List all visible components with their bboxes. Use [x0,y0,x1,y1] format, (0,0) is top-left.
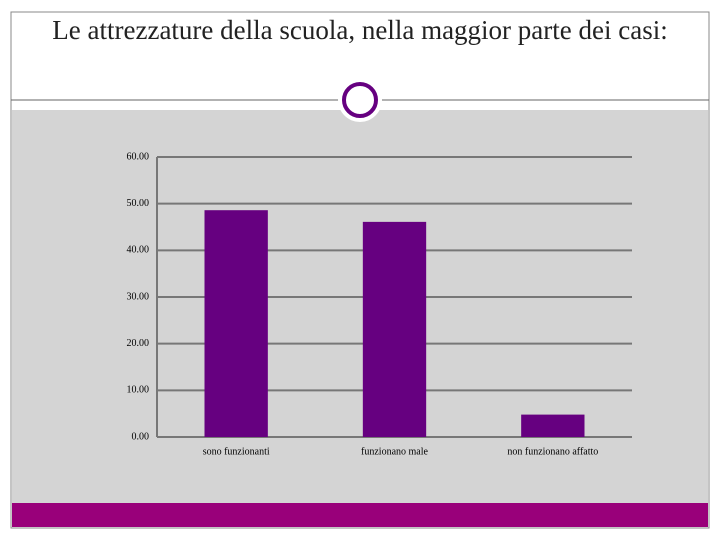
x-tick-label: sono funzionanti [203,446,270,457]
circle-ornament [342,82,378,118]
bar [204,210,268,437]
y-tick-label: 30.00 [127,291,150,302]
y-tick-label: 10.00 [127,385,150,396]
y-tick-label: 50.00 [127,198,150,209]
y-tick-label: 20.00 [127,338,150,349]
y-tick-label: 0.00 [132,431,150,442]
footer-band [12,503,708,527]
y-tick-label: 40.00 [127,245,150,256]
y-tick-label: 60.00 [127,151,150,162]
bar [362,221,427,437]
slide-frame [10,11,710,529]
chart-background [12,110,708,503]
x-tick-label: funzionano male [361,446,428,457]
chart-title: Le attrezzature della scuola, nella magg… [52,15,668,45]
x-tick-label: non funzionano affatto [507,446,598,457]
bar [521,414,585,437]
